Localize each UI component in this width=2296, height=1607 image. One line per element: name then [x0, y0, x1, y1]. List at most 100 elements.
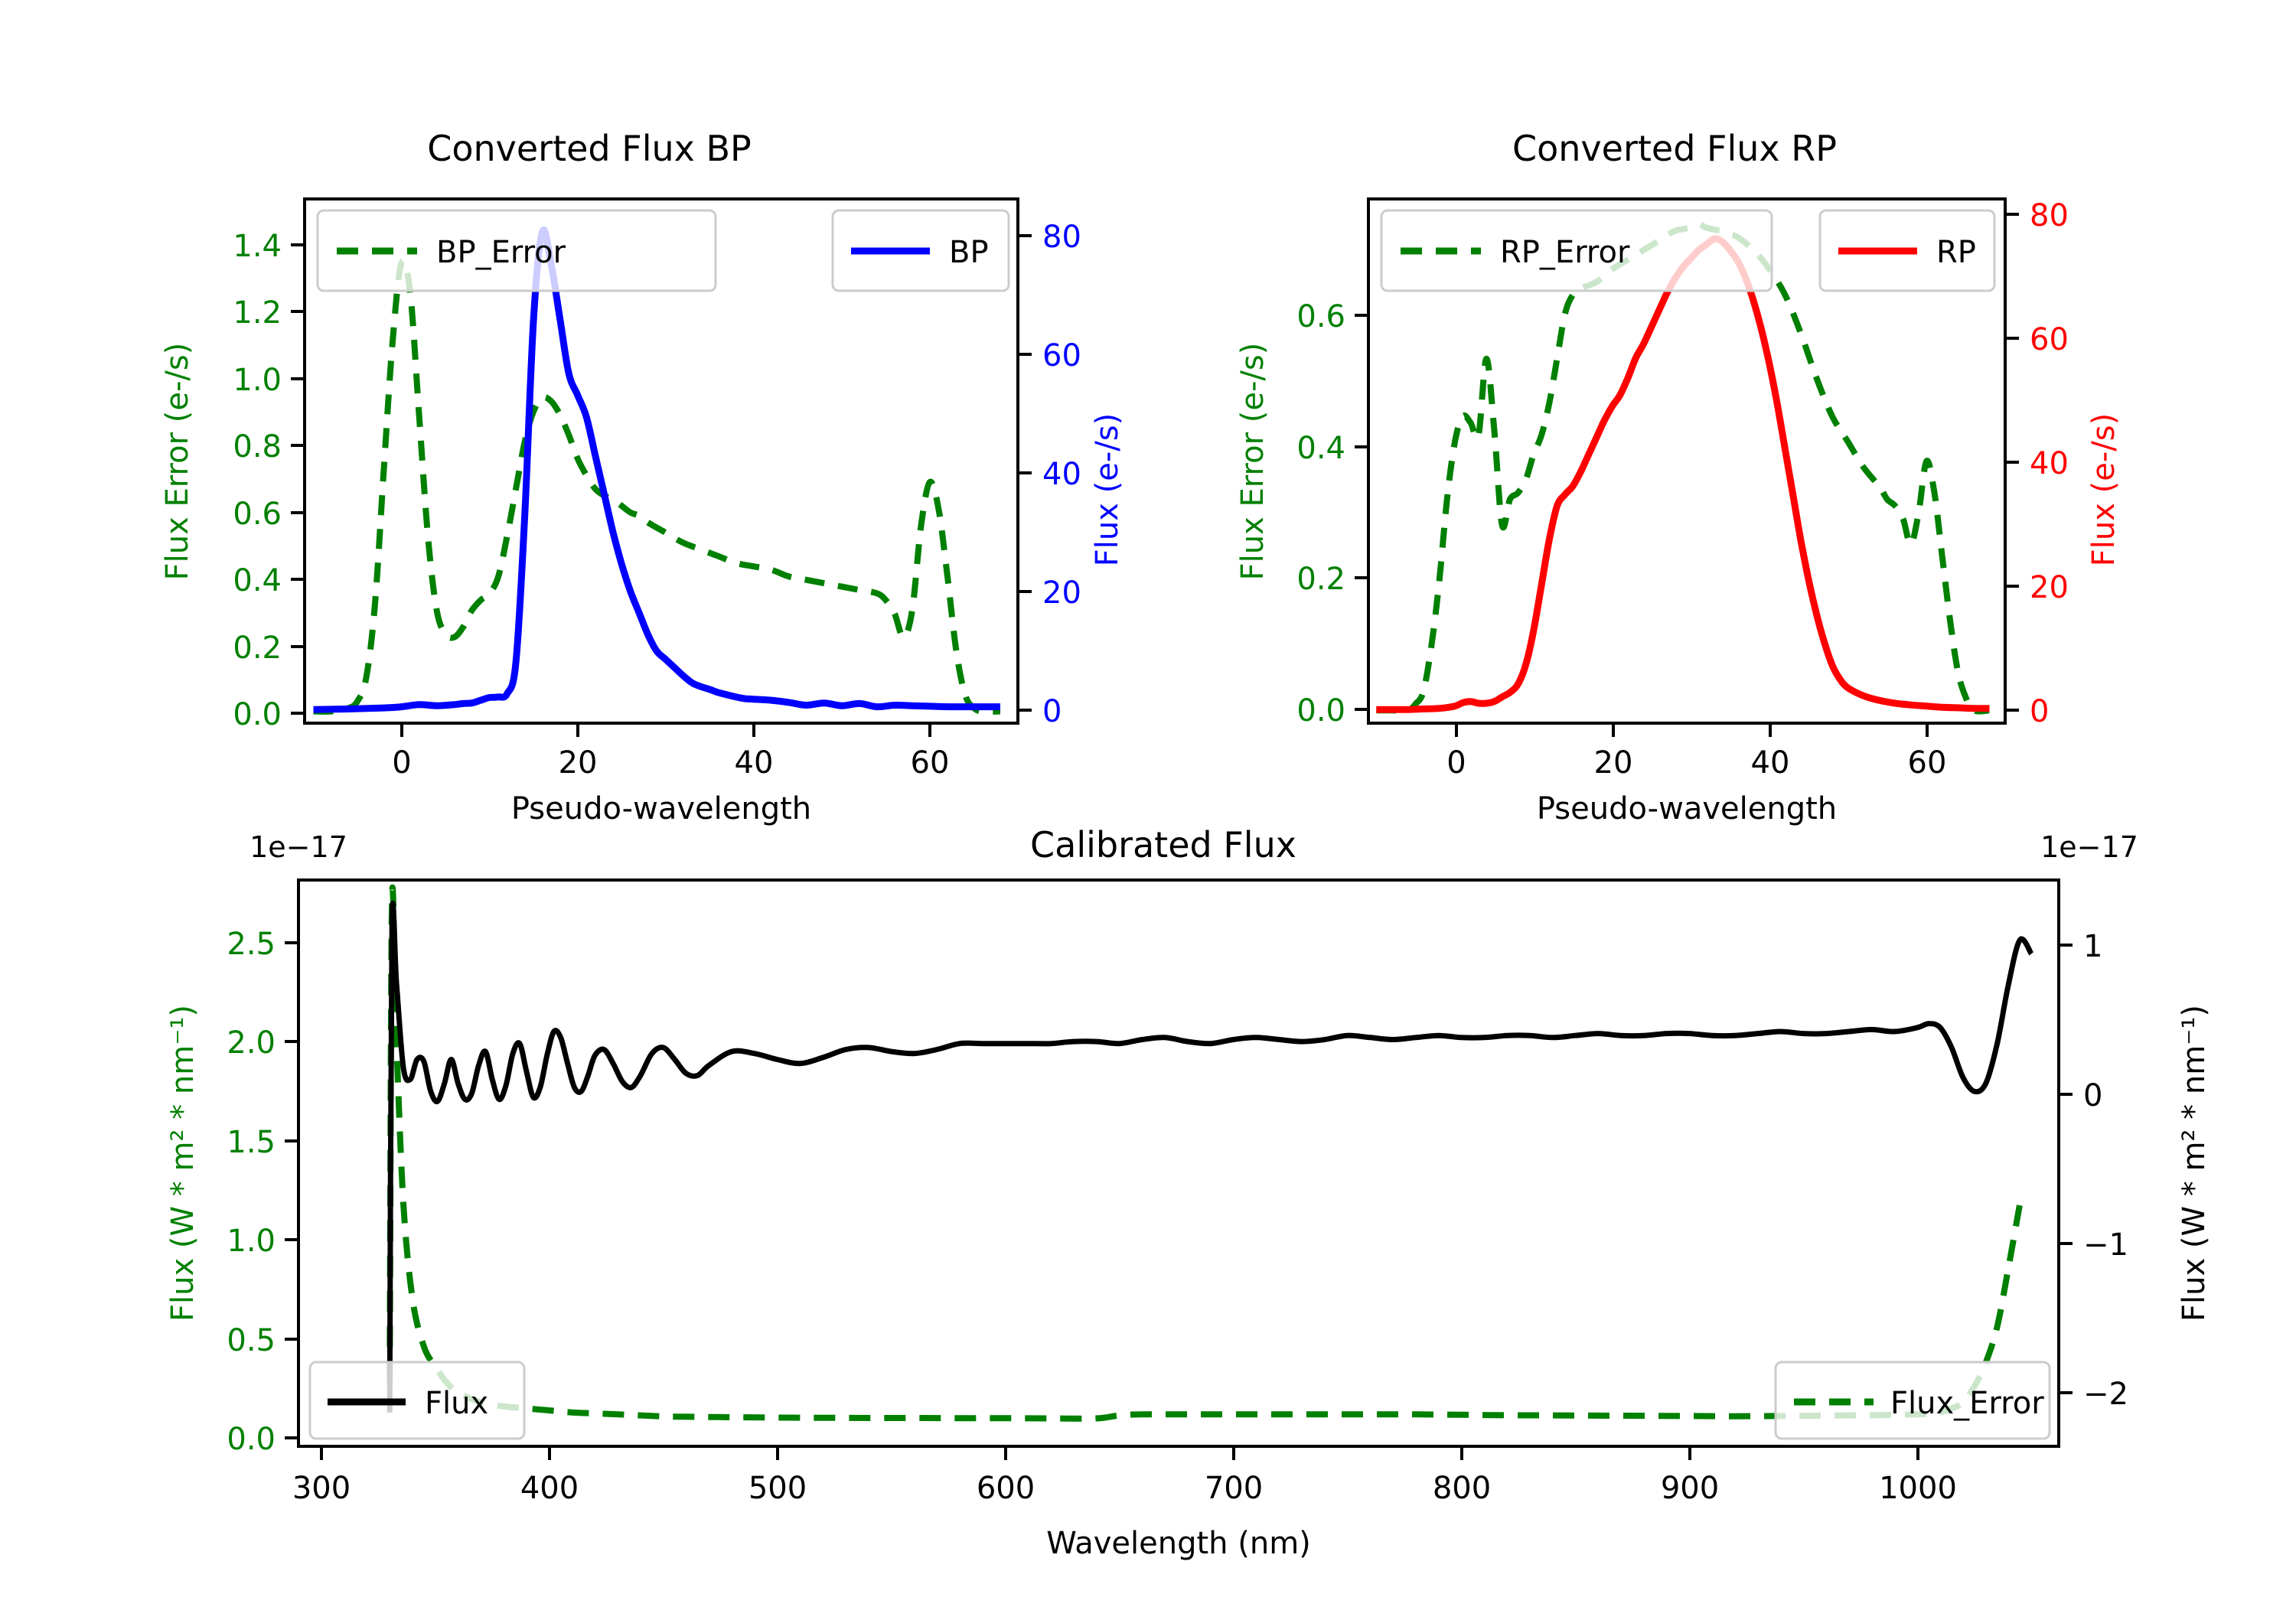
cal-axes-frame: [297, 878, 2060, 1448]
bp-ytick-left-0: 0.0: [233, 697, 282, 732]
cal-xtick-2: 500: [748, 1471, 807, 1506]
rp-chart-svg: Converted Flux RP 0.0 0.2 0.4 0.6 Flux E…: [1235, 128, 2122, 826]
cal-xtick-6: 900: [1661, 1471, 1719, 1506]
bp-ytick-right-2: 40: [1042, 457, 1081, 492]
panel-converted-flux-bp: Converted Flux BP 0.0 0.2 0.4 0.6 0.8 1.…: [0, 0, 1148, 826]
rp-legend-error-label: RP_Error: [1500, 235, 1630, 270]
bp-legend-flux-label: BP: [949, 235, 989, 270]
cal-chart-svg: Calibrated Flux 1e−17 1e−17 0.0 0.5 1.0 …: [165, 824, 2212, 1561]
bp-chart-svg: Converted Flux BP 0.0 0.2 0.4 0.6 0.8 1.…: [160, 128, 1125, 826]
cal-xlabel: Wavelength (nm): [1046, 1526, 1311, 1561]
cal-ytick-left-3: 1.5: [227, 1125, 276, 1160]
rp-error-line: [1376, 221, 1990, 715]
cal-ytick-left-0: 0.0: [227, 1422, 276, 1457]
cal-xtick-0: 300: [292, 1471, 351, 1506]
bp-ylabel-left: Flux Error (e-/s): [160, 343, 195, 581]
bp-ytick-right-1: 20: [1042, 575, 1081, 611]
rp-legend-error[interactable]: RP_Error: [1380, 209, 1773, 292]
panel-calibrated-flux: Calibrated Flux 1e−17 1e−17 0.0 0.5 1.0 …: [0, 824, 2296, 1607]
rp-flux-line: [1376, 235, 1990, 713]
cal-exponent-right: 1e−17: [2040, 830, 2138, 864]
bp-ytick-right-4: 80: [1042, 220, 1081, 255]
bp-ytick-right-0: 0: [1042, 694, 1062, 729]
cal-xtick-5: 800: [1433, 1471, 1491, 1506]
cal-legend-flux[interactable]: Flux: [308, 1361, 526, 1440]
bp-legend-error[interactable]: BP_Error: [316, 209, 717, 292]
rp-legend-flux-label: RP: [1936, 235, 1976, 270]
bp-ytick-left-5: 1.0: [233, 363, 282, 398]
rp-ytick-right-1: 20: [2030, 570, 2069, 605]
bp-ytick-left-2: 0.4: [233, 563, 282, 598]
cal-legend-error-label: Flux_Error: [1890, 1386, 2044, 1421]
cal-right-ticks: −2 −1 0 1: [2059, 929, 2128, 1412]
cal-xtick-3: 600: [977, 1471, 1035, 1506]
cal-exponent-left: 1e−17: [249, 830, 347, 864]
cal-ytick-right-1: −1: [2083, 1227, 2128, 1263]
cal-title: Calibrated Flux: [1030, 824, 1296, 865]
rp-ytick-right-0: 0: [2030, 694, 2049, 729]
bp-ytick-right-3: 60: [1042, 338, 1081, 373]
rp-xtick-0: 0: [1446, 745, 1466, 781]
cal-ylabel-left: Flux (W * m² * nm⁻¹): [165, 1005, 201, 1322]
bp-axes-frame: [303, 197, 1019, 725]
cal-ytick-left-5: 2.5: [227, 927, 276, 962]
cal-ytick-left-2: 1.0: [227, 1224, 276, 1259]
bp-xtick-3: 60: [911, 745, 950, 781]
cal-ylabel-right: Flux (W * m² * nm⁻¹): [2177, 1005, 2212, 1322]
rp-xtick-1: 20: [1594, 745, 1633, 781]
rp-xtick-2: 40: [1751, 745, 1790, 781]
rp-ytick-right-4: 80: [2030, 198, 2069, 233]
cal-legend-flux-label: Flux: [425, 1386, 488, 1421]
bp-x-ticks: 0 20 40 60: [392, 723, 949, 781]
rp-x-ticks: 0 20 40 60: [1446, 723, 1946, 781]
rp-xlabel: Pseudo-wavelength: [1537, 791, 1837, 826]
rp-ytick-left-0: 0.0: [1296, 693, 1345, 729]
cal-flux-line: [386, 900, 2034, 1413]
cal-ytick-right-3: 1: [2083, 929, 2102, 964]
panel-converted-flux-rp: Converted Flux RP 0.0 0.2 0.4 0.6 Flux E…: [1148, 0, 2296, 826]
rp-title: Converted Flux RP: [1512, 128, 1837, 169]
rp-plot-lines: [1376, 221, 1990, 715]
rp-left-ticks: 0.0 0.2 0.4 0.6: [1296, 299, 1368, 729]
rp-ytick-right-2: 40: [2030, 446, 2069, 481]
bp-flux-line: [313, 226, 1000, 713]
bp-ytick-left-7: 1.4: [233, 229, 282, 264]
bp-ytick-left-4: 0.8: [233, 429, 282, 464]
rp-right-ticks: 0 20 40 60 80: [2005, 198, 2069, 729]
bp-left-ticks: 0.0 0.2 0.4 0.6 0.8 1.0 1.2 1.4: [233, 229, 305, 732]
rp-ytick-left-1: 0.2: [1296, 562, 1345, 597]
cal-ytick-right-2: 0: [2083, 1078, 2102, 1113]
bp-ytick-left-1: 0.2: [233, 631, 282, 666]
bp-ytick-left-6: 1.2: [233, 295, 282, 331]
bp-ylabel-right: Flux (e-/s): [1090, 413, 1125, 566]
cal-xtick-4: 700: [1205, 1471, 1263, 1506]
cal-xtick-1: 400: [520, 1471, 579, 1506]
rp-ylabel-right: Flux (e-/s): [2086, 413, 2122, 566]
bp-legend-flux[interactable]: BP: [831, 209, 1010, 292]
bp-right-ticks: 0 20 40 60 80: [1018, 220, 1081, 729]
rp-ytick-left-2: 0.4: [1296, 431, 1345, 466]
rp-legend-flux[interactable]: RP: [1818, 209, 1996, 292]
bp-legend-error-label: BP_Error: [436, 235, 566, 270]
cal-plot-lines: [386, 884, 2034, 1422]
cal-ytick-left-4: 2.0: [227, 1025, 276, 1061]
cal-ytick-right-0: −2: [2083, 1377, 2128, 1412]
bp-plot-lines: [313, 226, 1001, 715]
rp-ylabel-left: Flux Error (e-/s): [1235, 343, 1270, 581]
bp-xlabel: Pseudo-wavelength: [511, 791, 811, 826]
bp-xtick-2: 40: [735, 745, 774, 781]
bp-title: Converted Flux BP: [427, 128, 752, 169]
cal-x-ticks: 300 400 500 600 700 800 900 1000: [292, 1446, 1957, 1506]
bp-ytick-left-3: 0.6: [233, 497, 282, 532]
cal-error-line: [386, 884, 2024, 1422]
bp-xtick-0: 0: [392, 745, 411, 781]
cal-ytick-left-1: 0.5: [227, 1323, 276, 1358]
rp-xtick-3: 60: [1908, 745, 1947, 781]
rp-ytick-right-3: 60: [2030, 322, 2069, 357]
bp-error-line: [313, 257, 1001, 715]
cal-legend-error[interactable]: Flux_Error: [1774, 1361, 2051, 1440]
cal-left-ticks: 0.0 0.5 1.0 1.5 2.0 2.5: [227, 927, 298, 1457]
rp-ytick-left-3: 0.6: [1296, 299, 1345, 334]
bp-xtick-1: 20: [559, 745, 598, 781]
